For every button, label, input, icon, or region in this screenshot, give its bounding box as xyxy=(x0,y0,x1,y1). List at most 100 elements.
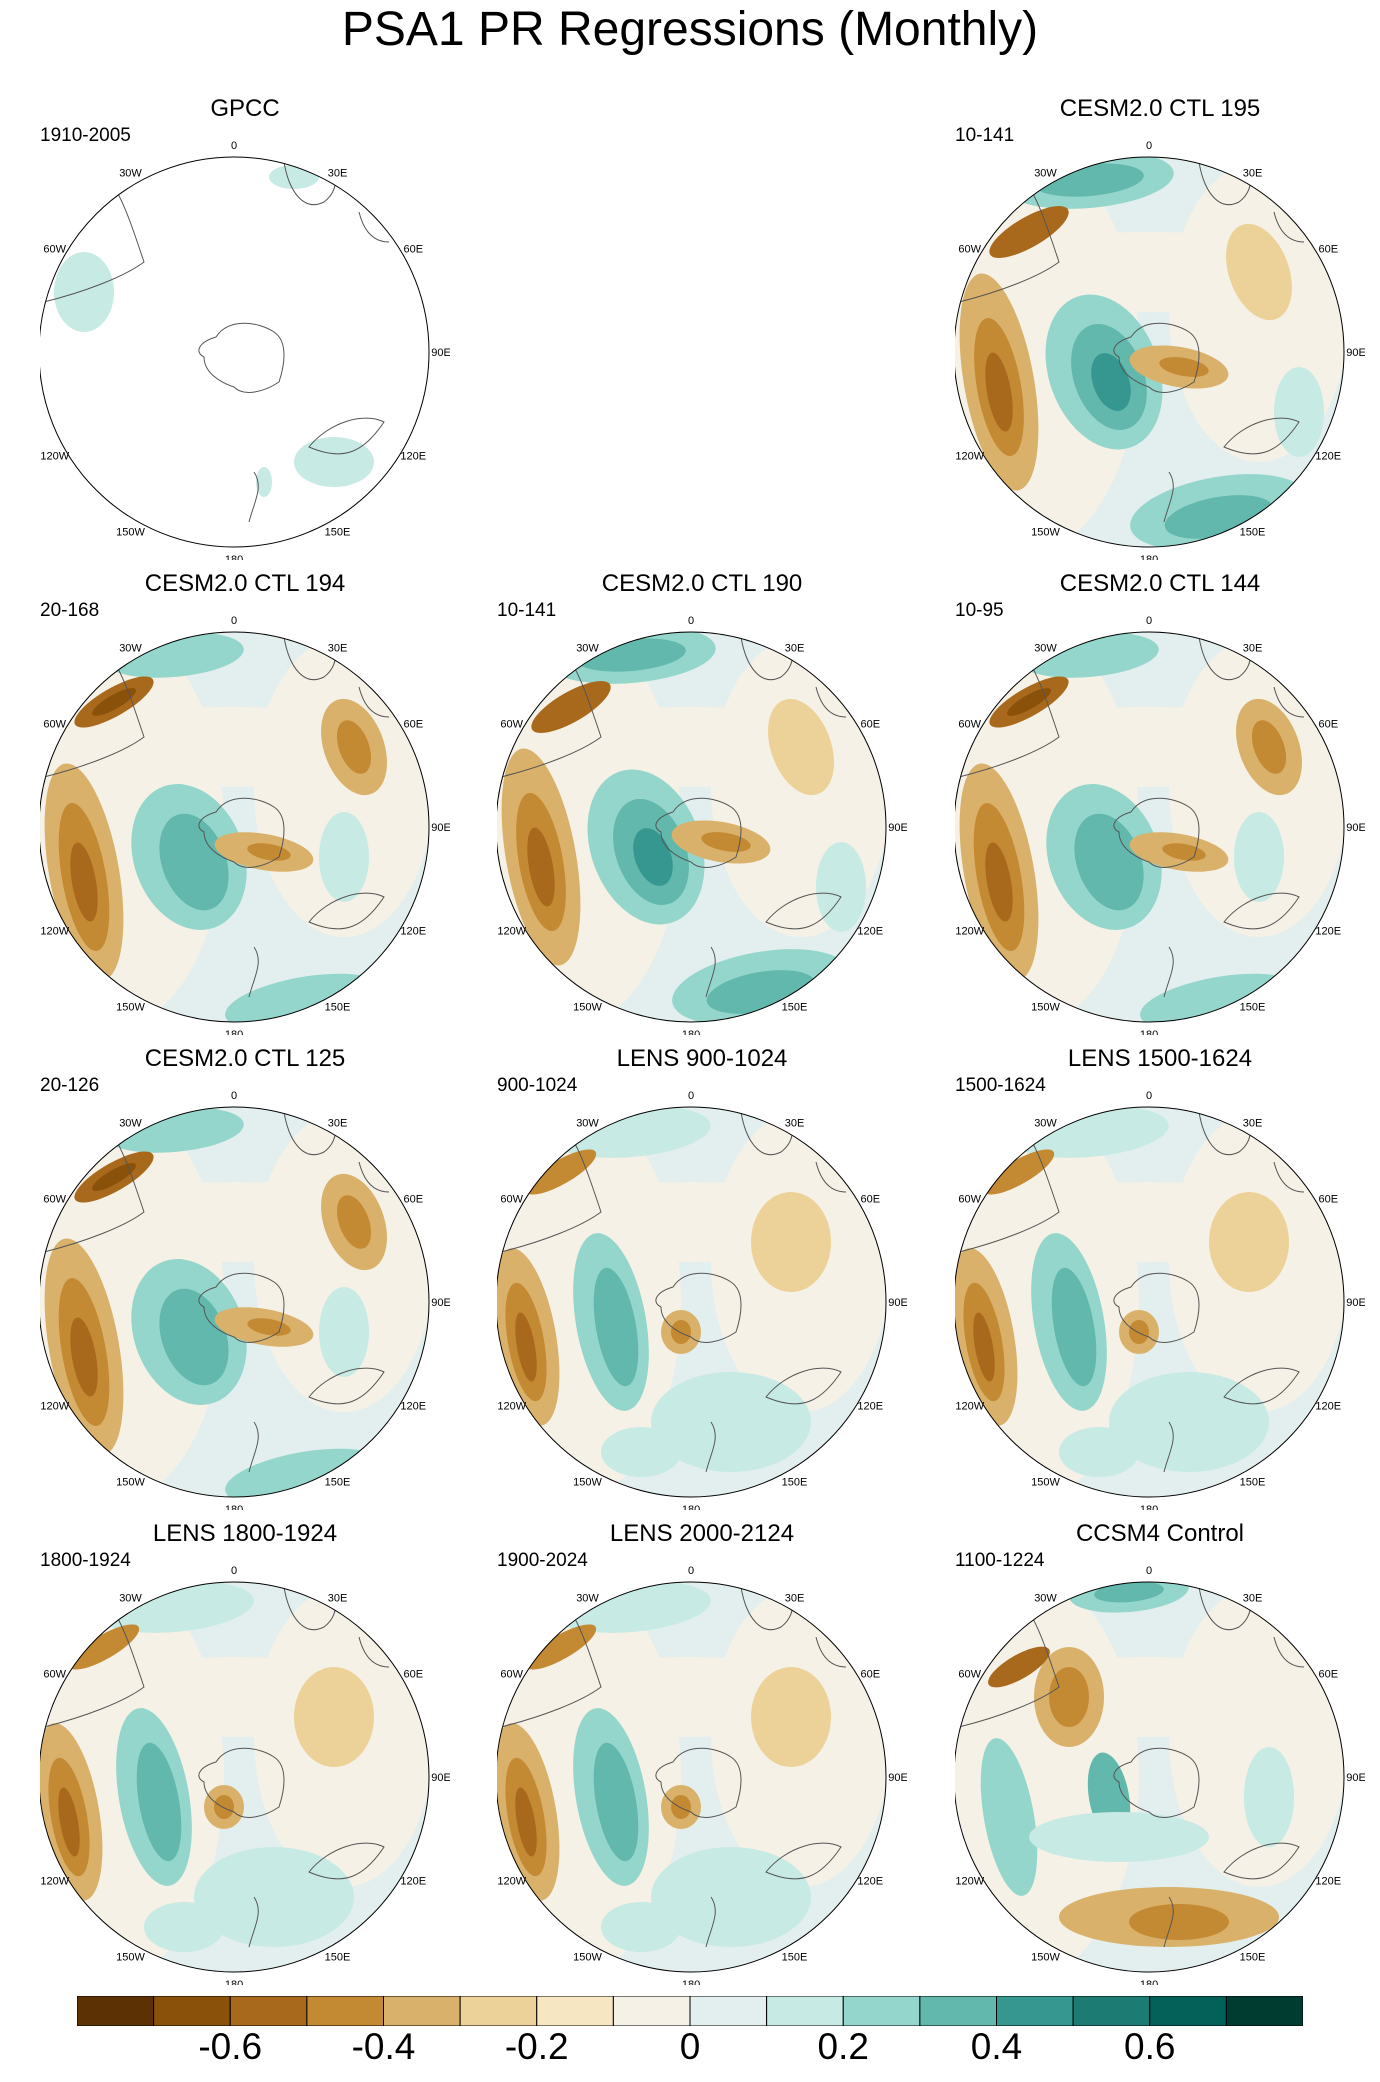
colorbar-tick-label: 0 xyxy=(679,2026,701,2067)
anomaly-contour xyxy=(336,720,372,774)
neutral-field xyxy=(497,1182,886,1262)
longitude-label: 90E xyxy=(1346,822,1365,834)
coastline xyxy=(705,1421,716,1473)
map-border xyxy=(40,631,430,1023)
anomaly-contour xyxy=(515,1787,537,1857)
colorbar-swatch xyxy=(77,1996,155,2026)
longitude-label: 150E xyxy=(325,1476,351,1488)
neutral-field xyxy=(955,1182,1344,1262)
coastline xyxy=(500,1611,602,1728)
longitude-label: 150E xyxy=(1240,526,1266,538)
anomaly-contour xyxy=(1209,1192,1289,1292)
coastline xyxy=(308,1842,385,1880)
longitude-label: 180 xyxy=(225,1979,243,1985)
coastline xyxy=(655,1272,742,1343)
coastline xyxy=(765,892,842,930)
map-panel: LENS 900-1024 900-1024 0 30E 60E 90E 120E 150E 1… xyxy=(497,1045,907,1510)
longitude-label: 30W xyxy=(1034,643,1057,655)
longitude-label: 120E xyxy=(400,1401,426,1413)
anomaly-contour xyxy=(294,437,374,487)
coastline xyxy=(308,1367,385,1405)
longitude-label: 150W xyxy=(1031,1001,1060,1013)
anomaly-contour xyxy=(1244,1747,1294,1847)
longitude-label: 30E xyxy=(1243,643,1263,655)
coastline xyxy=(500,1136,602,1253)
coastline xyxy=(1273,686,1305,718)
longitude-label: 150W xyxy=(573,1951,602,1963)
longitude-label: 120E xyxy=(857,1876,883,1888)
coastline xyxy=(43,186,145,303)
coastline xyxy=(815,686,847,718)
longitude-label: 0 xyxy=(231,615,237,627)
coastline xyxy=(198,1272,285,1343)
anomaly-contour xyxy=(651,1372,811,1472)
coastline xyxy=(308,417,385,455)
longitude-label: 180 xyxy=(225,554,243,560)
panel-title: LENS 900-1024 xyxy=(616,1045,788,1072)
coastline xyxy=(655,1747,742,1818)
longitude-label: 120W xyxy=(40,1876,69,1888)
longitude-label: 120E xyxy=(857,926,883,938)
longitude-label: 30W xyxy=(576,1593,599,1605)
longitude-label: 90E xyxy=(1346,347,1365,359)
anomaly-contour xyxy=(319,1287,369,1377)
anomaly-contour xyxy=(651,1847,811,1947)
polar-map: 030E60E90E120E150E180150W120W90W60W30W xyxy=(40,1090,450,1510)
map-border xyxy=(40,1106,430,1498)
colorbar-swatch xyxy=(1072,1996,1151,2026)
map-panel: CESM2.0 CTL 194 20-168 0 30E 60E 90E 120E 150E 1… xyxy=(40,570,450,1035)
map-panel: LENS 2000-2124 1900-2024 0 30E 60E 90E 120E 150… xyxy=(497,1520,907,1985)
anomaly-contour xyxy=(144,1902,224,1952)
longitude-label: 180 xyxy=(1140,1029,1158,1035)
map-panel: CESM2.0 CTL 190 10-141 0 30E 60E 90E 120E 150E 1… xyxy=(497,570,907,1035)
longitude-label: 90E xyxy=(888,1297,907,1309)
map-panel: LENS 1800-1924 1800-1924 0 30E 60E 90E 120E 150… xyxy=(40,1520,450,1985)
coastline xyxy=(765,1842,842,1880)
longitude-label: 30W xyxy=(576,1118,599,1130)
colorbar-tick-label: -0.2 xyxy=(504,2026,569,2067)
polar-map: 030E60E90E120E150E180150W120W90W60W30W xyxy=(40,140,450,560)
anomaly-contour xyxy=(294,1667,374,1767)
panel-years: 20-168 xyxy=(40,600,100,621)
map-panel: LENS 1500-1624 1500-1624 0 30E 60E 90E 120E 150… xyxy=(955,1045,1365,1510)
anomaly-contour xyxy=(985,352,1013,432)
coastline xyxy=(958,661,1060,778)
polar-map: 030E60E90E120E150E180150W120W90W60W30W xyxy=(40,1565,450,1985)
anomaly-contour xyxy=(525,1149,597,1195)
panel-title: CESM2.0 CTL 190 xyxy=(601,570,803,597)
panel-years: 1800-1924 xyxy=(40,1550,131,1571)
anomaly-contour xyxy=(54,252,114,332)
anomaly-contour xyxy=(989,206,1069,258)
longitude-label: 120W xyxy=(955,1876,984,1888)
longitude-label: 90E xyxy=(888,1772,907,1784)
anomaly-contour xyxy=(751,1667,831,1767)
longitude-label: 0 xyxy=(231,1090,237,1102)
longitude-label: 0 xyxy=(231,140,237,152)
longitude-label: 60W xyxy=(43,1669,66,1681)
colorbar-tick-label: -0.4 xyxy=(351,2026,416,2067)
anomaly-contour xyxy=(980,1738,1038,1896)
anomaly-contour xyxy=(527,827,555,907)
neutral-field xyxy=(497,1657,886,1737)
coastline xyxy=(958,1136,1060,1253)
panel-title: CESM2.0 CTL 195 xyxy=(1059,95,1261,122)
anomaly-contour xyxy=(1129,1320,1149,1344)
longitude-label: 180 xyxy=(225,1029,243,1035)
anomaly-contour xyxy=(983,1149,1055,1195)
map-panel: CESM2.0 CTL 125 20-126 0 30E 60E 90E 120E 150E 1… xyxy=(40,1045,450,1510)
longitude-label: 180 xyxy=(682,1979,700,1985)
polar-map: 030E60E90E120E150E180150W120W90W60W30W xyxy=(955,140,1365,560)
longitude-label: 150W xyxy=(1031,526,1060,538)
anomaly-contour xyxy=(988,1646,1050,1688)
coastline xyxy=(1113,1272,1200,1343)
longitude-label: 150E xyxy=(325,1951,351,1963)
anomaly-contour xyxy=(92,688,136,716)
longitude-label: 120E xyxy=(1315,451,1341,463)
longitude-label: 30W xyxy=(576,643,599,655)
map-border xyxy=(955,156,1345,548)
longitude-label: 90E xyxy=(1346,1297,1365,1309)
longitude-label: 120E xyxy=(1315,1401,1341,1413)
anomaly-contour xyxy=(1162,843,1206,861)
colorbar-swatch xyxy=(1225,1996,1303,2026)
anomaly-contour xyxy=(319,812,369,902)
